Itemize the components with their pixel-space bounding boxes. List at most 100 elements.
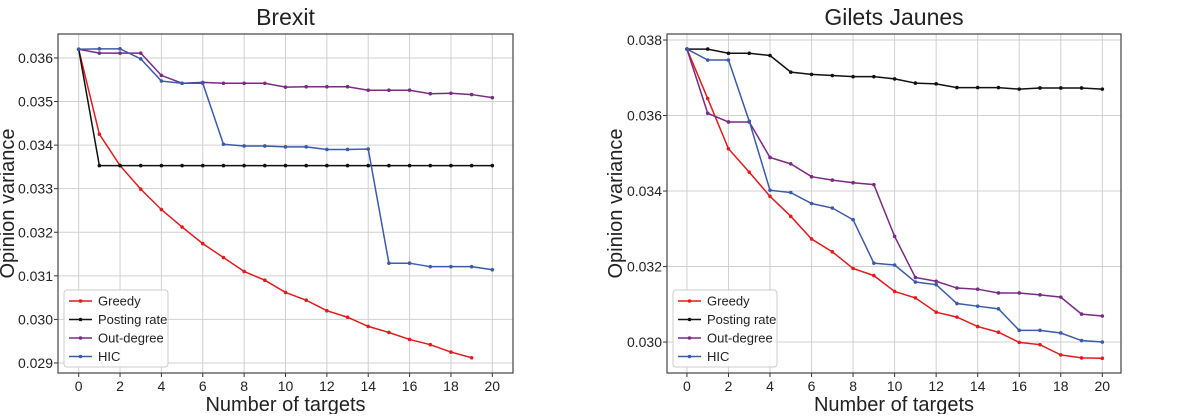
data-point — [892, 263, 897, 267]
data-point — [996, 330, 1001, 335]
data-point — [469, 92, 474, 97]
data-point — [407, 261, 412, 265]
x-tick-label: 4 — [158, 378, 166, 394]
x-axis-label: Number of targets — [205, 394, 365, 414]
data-point — [726, 58, 731, 62]
data-point — [97, 47, 102, 51]
data-point — [180, 225, 184, 229]
legend-marker — [687, 317, 692, 322]
data-point — [1017, 87, 1022, 91]
data-point — [975, 324, 980, 329]
data-point — [726, 51, 731, 56]
data-point — [851, 217, 855, 222]
data-point — [1058, 86, 1063, 90]
x-tick-label: 16 — [402, 378, 418, 394]
data-point — [76, 47, 81, 52]
data-point — [263, 163, 267, 168]
data-point — [138, 187, 143, 191]
data-point — [705, 47, 710, 51]
x-tick-label: 18 — [443, 378, 459, 394]
data-point — [1100, 87, 1105, 91]
x-tick-label: 2 — [725, 378, 733, 394]
data-point — [387, 88, 391, 93]
data-point — [97, 163, 102, 168]
data-point — [830, 206, 835, 210]
y-tick-label: 0.032 — [18, 224, 53, 240]
data-point — [913, 275, 918, 280]
data-point — [830, 73, 835, 78]
data-point — [325, 163, 329, 168]
x-tick-label: 0 — [683, 378, 691, 394]
data-point — [1079, 312, 1084, 316]
data-point — [955, 315, 959, 319]
data-point — [263, 144, 267, 148]
data-point — [449, 91, 453, 96]
data-point — [221, 81, 226, 86]
data-point — [200, 163, 205, 168]
legend-marker — [78, 299, 83, 303]
y-axis-label: Opinion variance — [605, 128, 627, 278]
x-tick-label: 12 — [928, 378, 944, 394]
legend-box — [63, 289, 169, 368]
data-point — [366, 88, 371, 93]
data-point — [705, 58, 710, 62]
data-point — [490, 267, 495, 272]
data-point — [180, 163, 184, 168]
data-point — [726, 120, 731, 124]
data-point — [263, 81, 267, 86]
data-point — [345, 315, 350, 320]
y-tick-label: 0.029 — [18, 355, 53, 371]
data-point — [242, 269, 246, 274]
data-point — [118, 47, 122, 51]
data-point — [449, 163, 453, 168]
data-point — [469, 163, 474, 168]
y-tick-label: 0.030 — [18, 311, 53, 327]
data-point — [490, 95, 495, 100]
data-point — [138, 163, 143, 168]
x-tick-label: 14 — [970, 378, 986, 394]
data-point — [747, 119, 752, 124]
legend-label: Posting rate — [707, 312, 776, 327]
data-point — [1017, 328, 1022, 333]
y-axis-label: Opinion variance — [0, 128, 19, 278]
data-point — [490, 163, 495, 168]
data-point — [407, 163, 412, 168]
x-tick-label: 20 — [1095, 378, 1111, 394]
data-point — [1058, 295, 1063, 299]
y-tick-label: 0.035 — [18, 94, 53, 110]
data-point — [345, 147, 350, 152]
data-point — [705, 111, 710, 116]
x-tick-label: 20 — [485, 378, 501, 394]
data-point — [1100, 340, 1105, 344]
data-point — [325, 308, 329, 313]
x-tick-label: 18 — [1053, 378, 1069, 394]
data-point — [283, 85, 288, 89]
data-point — [283, 290, 288, 295]
data-point — [345, 163, 350, 168]
y-tick-label: 0.038 — [627, 32, 662, 48]
x-tick-label: 6 — [808, 378, 816, 394]
data-point — [159, 79, 164, 83]
data-point — [768, 155, 772, 160]
data-point — [975, 304, 980, 308]
data-point — [934, 310, 938, 315]
data-point — [788, 190, 793, 195]
data-point — [428, 163, 433, 168]
data-point — [892, 289, 897, 294]
x-tick-label: 14 — [360, 378, 376, 394]
legend-label: HIC — [707, 349, 729, 364]
data-point — [1017, 291, 1022, 295]
chart-title: Gilets Jaunes — [824, 4, 963, 30]
legend-label: Posting rate — [98, 312, 167, 327]
data-point — [118, 163, 122, 168]
y-tick-label: 0.036 — [627, 108, 662, 124]
data-point — [996, 307, 1001, 311]
data-point — [428, 342, 433, 347]
data-point — [685, 47, 689, 51]
data-point — [242, 144, 246, 148]
legend-marker — [78, 354, 83, 359]
data-point — [1038, 293, 1042, 297]
data-point — [913, 296, 918, 300]
data-point — [809, 174, 814, 179]
data-point — [1038, 328, 1042, 333]
